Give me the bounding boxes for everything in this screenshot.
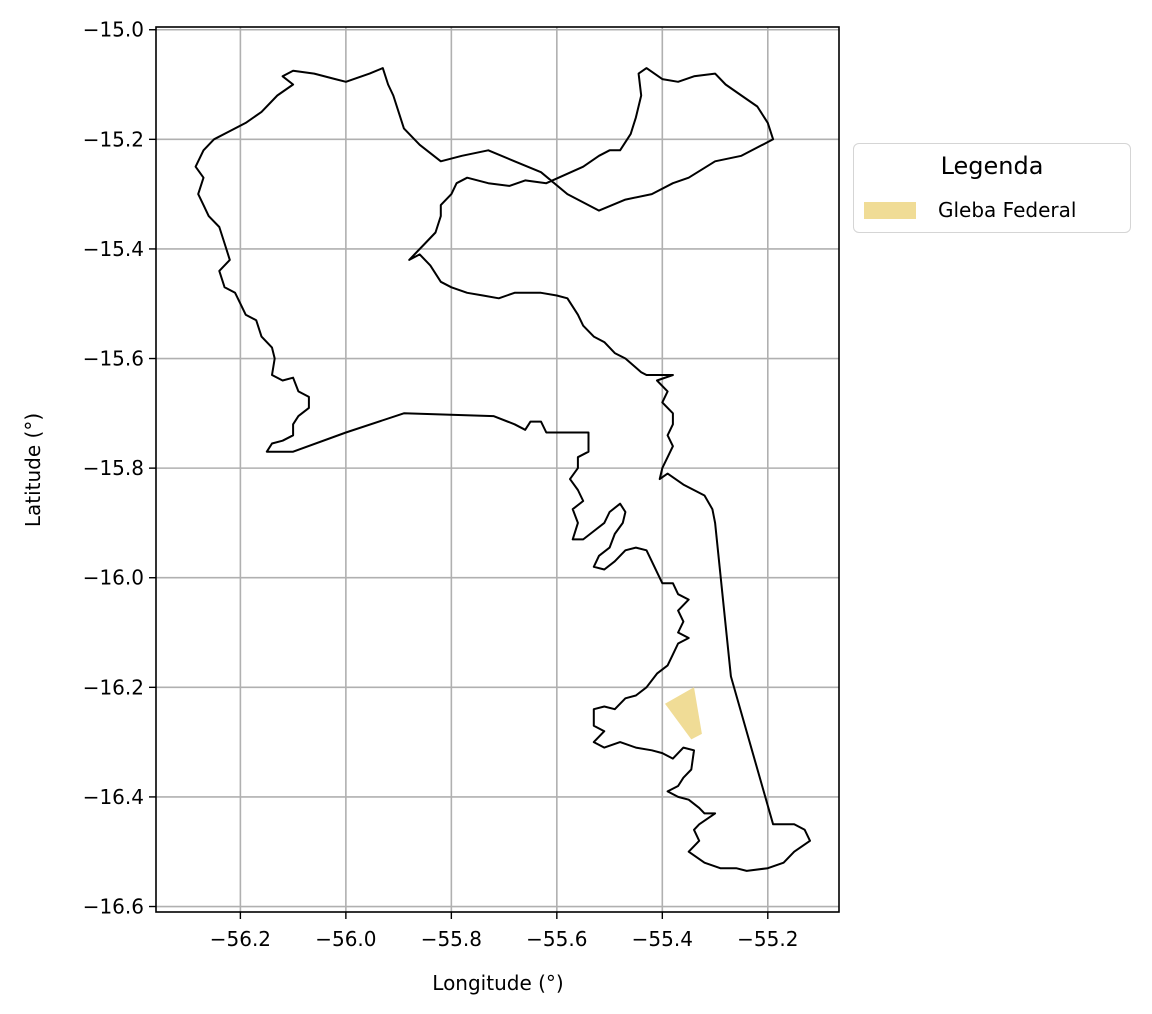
y-tick-label: −16.0 [83, 566, 144, 590]
x-tick-label: −55.2 [737, 927, 798, 951]
y-tick-label: −16.6 [83, 895, 144, 919]
municipality-boundary [194, 67, 811, 872]
axis-ticks: −56.2 −56.0 −55.8 −55.6 −55.4 −55.2 −15.0 −15.2… [83, 18, 799, 951]
y-tick-label: −16.2 [83, 675, 144, 699]
gridlines [156, 27, 839, 912]
plot-frame [155, 26, 840, 913]
legend-title: Legenda [940, 152, 1044, 180]
x-axis-label: Longitude (°) [432, 971, 563, 995]
y-tick-label: −15.8 [83, 456, 144, 480]
gleba-federal-polygon [665, 687, 702, 740]
y-tick-label: −15.0 [83, 18, 144, 42]
legend-item-label: Gleba Federal [938, 198, 1077, 222]
x-tick-label: −55.6 [526, 927, 587, 951]
x-tick-label: −55.4 [632, 927, 693, 951]
y-tick-label: −15.2 [83, 127, 144, 151]
x-tick-label: −55.8 [421, 927, 482, 951]
legend-item-gleba-federal: Gleba Federal [864, 198, 1076, 222]
y-tick-label: −15.6 [83, 347, 144, 371]
legend: Legenda Gleba Federal [853, 143, 1131, 233]
map-layers [194, 67, 811, 872]
y-tick-label: −15.4 [83, 237, 144, 261]
legend-swatch [864, 201, 916, 219]
y-tick-label: −16.4 [83, 785, 144, 809]
y-axis-label: Latitude (°) [21, 413, 45, 527]
x-tick-label: −56.0 [315, 927, 376, 951]
x-tick-label: −56.2 [210, 927, 271, 951]
